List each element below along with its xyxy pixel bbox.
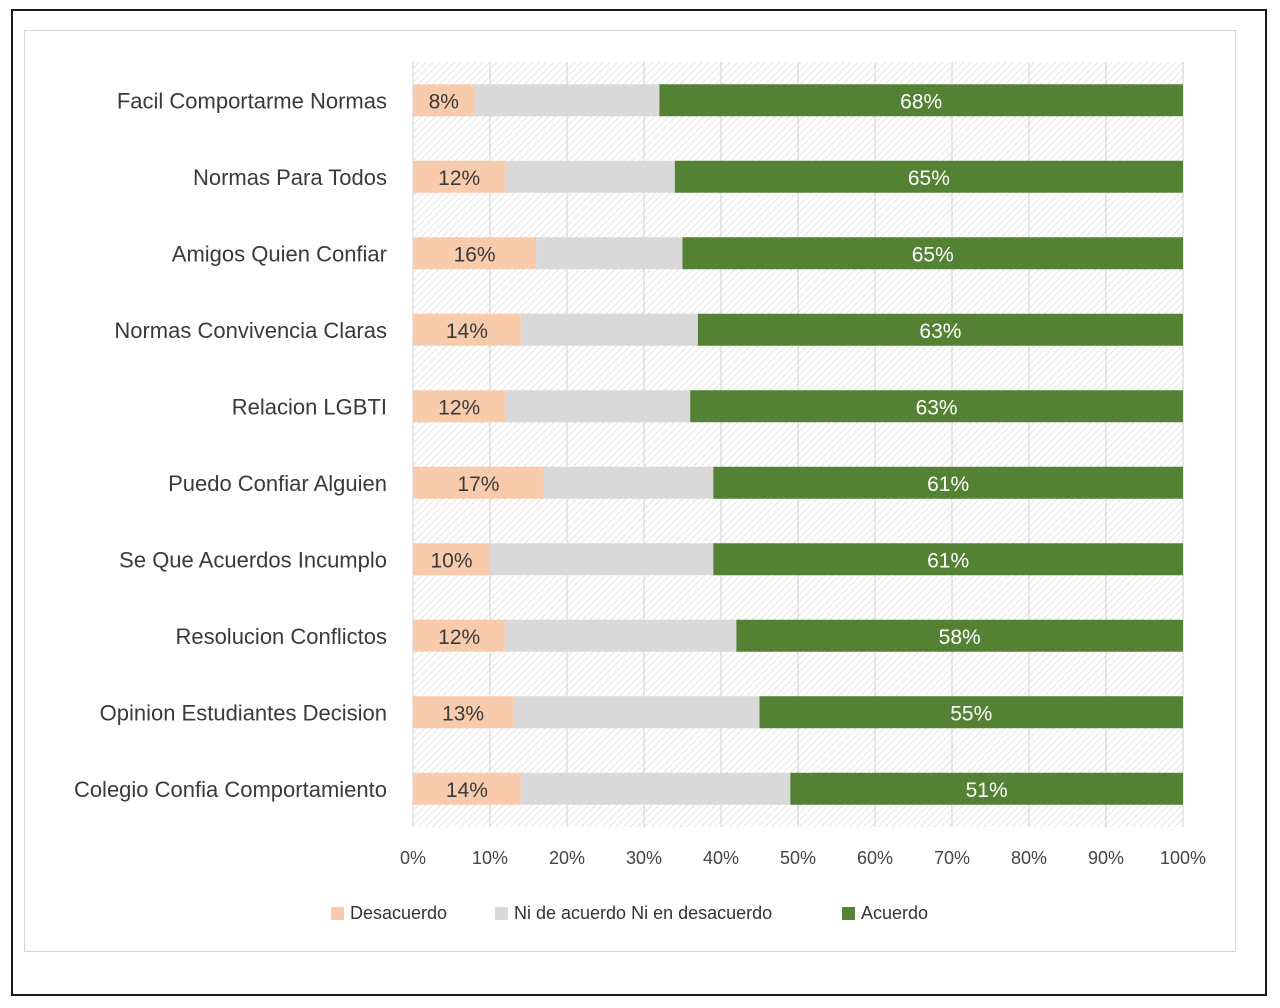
category-label: Se Que Acuerdos Incumplo — [119, 547, 387, 572]
category-label: Puedo Confiar Alguien — [168, 471, 387, 496]
bar-segment — [413, 237, 537, 270]
legend-label: Desacuerdo — [350, 903, 447, 923]
bar-segment — [690, 390, 1183, 423]
category-label: Resolucion Conflictos — [175, 624, 387, 649]
data-label: 13% — [442, 702, 484, 725]
bar-segment — [790, 772, 1183, 805]
bar-segment — [490, 543, 714, 576]
x-tick-label: 10% — [472, 848, 508, 868]
data-label: 68% — [900, 90, 942, 113]
bar-segment — [520, 772, 791, 805]
bar-segment — [413, 313, 521, 346]
bar-segment — [736, 619, 1183, 652]
category-label: Facil Comportarme Normas — [117, 88, 387, 113]
bar-segment — [697, 313, 1183, 346]
x-tick-label: 50% — [780, 848, 816, 868]
x-tick-label: 30% — [626, 848, 662, 868]
x-tick-label: 100% — [1160, 848, 1206, 868]
x-tick-label: 90% — [1088, 848, 1124, 868]
chart-area-border — [24, 30, 1236, 952]
data-label: 63% — [916, 396, 958, 419]
bar-segment — [413, 84, 475, 117]
bar-segment — [413, 390, 506, 423]
x-tick-label: 0% — [400, 848, 426, 868]
bar-segment — [713, 543, 1183, 576]
legend-label: Ni de acuerdo Ni en desacuerdo — [514, 903, 772, 923]
data-label: 65% — [908, 167, 950, 190]
data-label: 12% — [438, 167, 480, 190]
category-label: Normas Para Todos — [193, 165, 387, 190]
data-label: 61% — [927, 549, 969, 572]
data-label: 10% — [430, 549, 472, 572]
legend: Desacuerdo Ni de acuerdo Ni en desacuerdo… — [331, 903, 928, 923]
category-label: Colegio Confia Comportamiento — [74, 777, 387, 802]
bar-segment — [659, 84, 1183, 117]
x-tick-label: 70% — [934, 848, 970, 868]
data-label: 14% — [446, 320, 488, 343]
data-label: 51% — [966, 779, 1008, 802]
legend-swatch — [842, 907, 855, 920]
data-label: 61% — [927, 473, 969, 496]
data-label: 58% — [939, 626, 981, 649]
bar-segment — [505, 390, 691, 423]
bar-segment — [759, 696, 1183, 729]
data-label: 12% — [438, 396, 480, 419]
bar-segment — [513, 696, 760, 729]
data-label: 14% — [446, 779, 488, 802]
data-label: 17% — [457, 473, 499, 496]
bar-segment — [413, 696, 514, 729]
x-tick-label: 40% — [703, 848, 739, 868]
legend-swatch — [331, 907, 344, 920]
bar-segment — [536, 237, 683, 270]
bar-segment — [413, 466, 544, 499]
bar-segment — [543, 466, 714, 499]
bar-segment — [674, 160, 1183, 193]
chart-outer-border — [11, 9, 1267, 996]
bar-segment — [713, 466, 1183, 499]
category-label: Opinion Estudiantes Decision — [100, 700, 387, 725]
category-label: Relacion LGBTI — [232, 394, 387, 419]
data-label: 55% — [950, 702, 992, 725]
bar-segment — [474, 84, 660, 117]
legend-swatch — [495, 907, 508, 920]
data-label: 16% — [454, 243, 496, 266]
x-tick-label: 80% — [1011, 848, 1047, 868]
bars — [413, 84, 1183, 805]
data-label: 8% — [429, 90, 459, 113]
category-label: Normas Convivencia Claras — [114, 318, 387, 343]
bar-segment — [413, 619, 506, 652]
data-label: 63% — [919, 320, 961, 343]
legend-label: Acuerdo — [861, 903, 928, 923]
bar-segment — [413, 543, 490, 576]
bar-segment — [520, 313, 698, 346]
bar-segment — [505, 619, 737, 652]
labels: 0% 10% 20% 30% 40% 50% 60% 70% 80% 90% 100% Facil C… — [74, 88, 1206, 868]
bar-segment — [682, 237, 1183, 270]
x-tick-label: 20% — [549, 848, 585, 868]
data-label: 12% — [438, 626, 480, 649]
category-label: Amigos Quien Confiar — [172, 241, 387, 266]
x-tick-label: 60% — [857, 848, 893, 868]
data-label: 65% — [912, 243, 954, 266]
bar-segment — [505, 160, 675, 193]
bar-segment — [413, 160, 506, 193]
bar-segment — [413, 772, 521, 805]
